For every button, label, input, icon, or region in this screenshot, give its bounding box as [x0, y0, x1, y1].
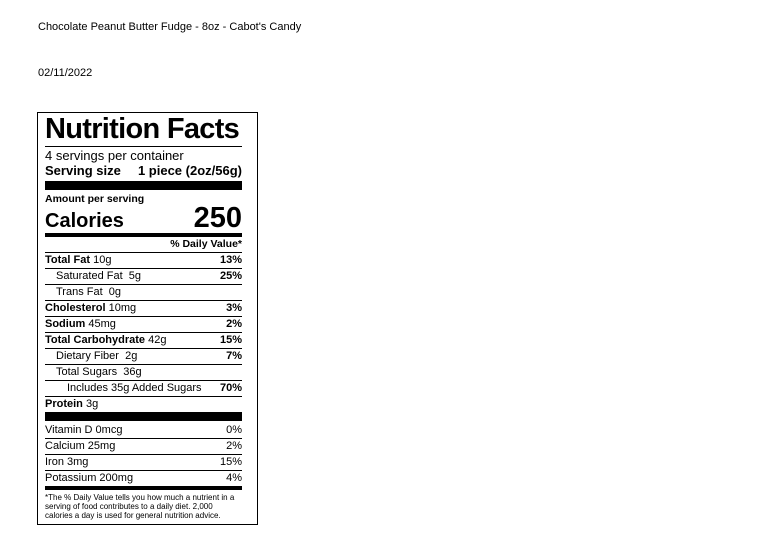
vitamin-label: Vitamin D	[45, 424, 93, 436]
nutrient-label: Sodium	[45, 318, 86, 330]
nutrient-row: Trans Fat 0g	[45, 285, 242, 301]
nutrient-dv: 2%	[226, 318, 242, 330]
vitamin-amount: 25mg	[87, 440, 116, 452]
nutrient-dv: 25%	[219, 270, 242, 282]
nutrient-label: Saturated Fat	[56, 270, 123, 282]
nutrition-facts-label: Nutrition Facts 4 servings per container…	[37, 112, 258, 525]
nutrient-dv: 13%	[219, 254, 242, 266]
servings-per-container: 4 servings per container	[45, 148, 184, 163]
product-title: Chocolate Peanut Butter Fudge - 8oz - Ca…	[38, 21, 302, 33]
nutrient-row: Includes 35g Added Sugars 70%	[45, 381, 242, 397]
vitamin-name: Potassium 200mg	[45, 471, 133, 486]
nutrient-label: Trans Fat	[56, 286, 103, 298]
divider	[45, 181, 242, 190]
vitamin-row: Vitamin D 0mcg 0%	[45, 423, 242, 439]
vitamin-row: Calcium 25mg 2%	[45, 439, 242, 455]
vitamin-name: Calcium 25mg	[45, 439, 115, 454]
nutrient-label: Includes 35g Added Sugars	[67, 382, 202, 394]
nutrient-name: Total Sugars 36g	[45, 365, 142, 380]
nutrient-row: Total Carbohydrate 42g 15%	[45, 333, 242, 349]
vitamin-amount: 200mg	[99, 472, 134, 484]
nutrient-amount: 42g	[148, 334, 167, 346]
vitamin-label: Potassium	[45, 472, 97, 484]
nutrient-amount: 45mg	[88, 318, 116, 330]
nutrient-label: Total Sugars	[56, 366, 118, 378]
label-title: Nutrition Facts	[45, 113, 242, 147]
nutrient-amount: 3g	[85, 398, 99, 410]
divider	[45, 486, 242, 490]
nutrient-amount: 0g	[108, 286, 122, 298]
nutrient-dv: 70%	[219, 382, 242, 394]
nutrient-amount: 10mg	[108, 302, 137, 314]
vitamin-dv: 2%	[226, 440, 242, 452]
nutrient-row: Total Fat 10g 13%	[45, 253, 242, 269]
amount-per-serving: Amount per serving	[45, 193, 145, 205]
vitamin-label: Calcium	[45, 440, 85, 452]
date: 02/11/2022	[38, 67, 93, 79]
nutrient-label: Protein	[45, 398, 83, 410]
vitamin-row: Potassium 200mg 4%	[45, 471, 242, 486]
nutrient-name: Saturated Fat 5g	[45, 269, 141, 284]
nutrient-row: Cholesterol 10mg 3%	[45, 301, 242, 317]
calories-row: Calories 250	[45, 202, 242, 234]
nutrient-row: Dietary Fiber 2g 7%	[45, 349, 242, 365]
nutrient-label: Total Carbohydrate	[45, 334, 146, 346]
vitamin-name: Vitamin D 0mcg	[45, 423, 122, 438]
nutrient-amount: 36g	[123, 366, 142, 378]
serving-size-value: 1 piece (2oz/56g)	[137, 163, 242, 178]
serving-size-label: Serving size	[45, 163, 121, 178]
calories-value: 250	[193, 202, 242, 234]
calories-label: Calories	[45, 210, 124, 232]
daily-value-header: % Daily Value*	[45, 237, 242, 253]
vitamin-dv: 4%	[226, 472, 242, 484]
nutrient-row: Total Sugars 36g	[45, 365, 242, 381]
vitamin-amount: 0mcg	[95, 424, 123, 436]
nutrient-label: Dietary Fiber	[56, 350, 119, 362]
nutrient-name: Total Carbohydrate 42g	[45, 333, 166, 348]
vitamin-dv: 0%	[226, 424, 242, 436]
vitamin-row: Iron 3mg 15%	[45, 455, 242, 471]
nutrient-name: Protein 3g	[45, 397, 98, 412]
nutrient-dv: 7%	[226, 350, 242, 362]
nutrient-amount: 10g	[93, 254, 112, 266]
nutrient-row: Sodium 45mg 2%	[45, 317, 242, 333]
nutrient-dv: 3%	[226, 302, 242, 314]
nutrient-name: Dietary Fiber 2g	[45, 349, 137, 364]
divider	[45, 412, 242, 421]
nutrient-name: Cholesterol 10mg	[45, 301, 136, 316]
nutrient-label: Cholesterol	[45, 302, 106, 314]
nutrient-label: Total Fat	[45, 254, 91, 266]
divider	[45, 233, 242, 237]
vitamin-label: Iron	[45, 456, 64, 468]
nutrient-dv: 15%	[219, 334, 242, 346]
footnote: *The % Daily Value tells you how much a …	[45, 493, 235, 520]
nutrient-name: Trans Fat 0g	[45, 285, 121, 300]
vitamin-list: Vitamin D 0mcg 0% Calcium 25mg 2% Iron 3mg 15…	[45, 421, 242, 486]
serving-size: Serving size 1 piece (2oz/56g)	[45, 163, 242, 179]
nutrient-list: Total Fat 10g 13% Saturated Fat 5g 25% Trans…	[45, 253, 242, 412]
vitamin-amount: 3mg	[67, 456, 89, 468]
nutrient-row: Saturated Fat 5g 25%	[45, 269, 242, 285]
nutrient-name: Total Fat 10g	[45, 253, 111, 268]
nutrient-amount: 2g	[125, 350, 138, 362]
vitamin-name: Iron 3mg	[45, 455, 88, 470]
nutrient-name: Includes 35g Added Sugars	[45, 381, 205, 396]
nutrient-amount: 5g	[128, 270, 142, 282]
nutrient-row: Protein 3g	[45, 397, 242, 412]
nutrient-name: Sodium 45mg	[45, 317, 116, 332]
vitamin-dv: 15%	[219, 456, 242, 468]
